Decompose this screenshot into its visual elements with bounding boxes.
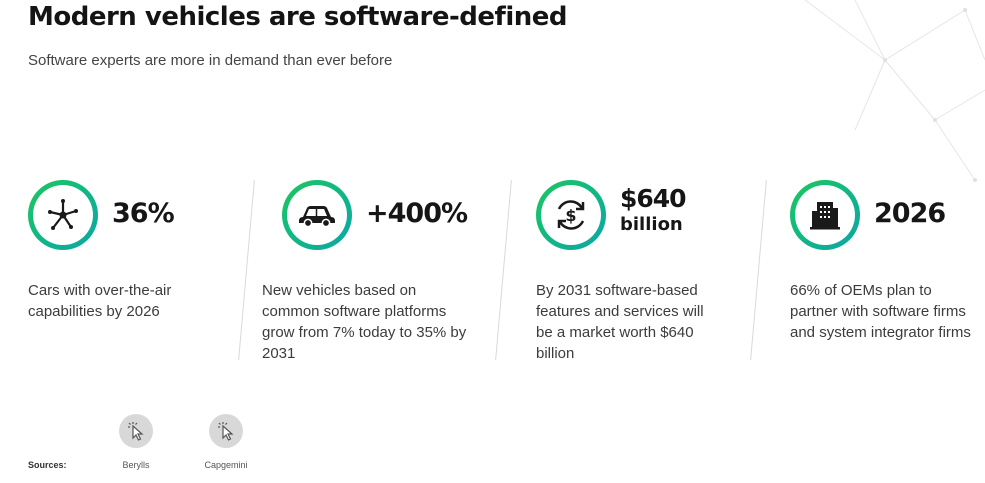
stat-icon-ring: $ — [536, 180, 606, 250]
dollar-refresh-icon: $ — [557, 200, 585, 230]
svg-text:$: $ — [565, 206, 576, 225]
page-title: Modern vehicles are software-defined — [28, 2, 568, 32]
source-capgemini[interactable]: Capgemini — [196, 414, 256, 470]
column-divider — [238, 180, 255, 360]
cursor-click-icon — [128, 422, 144, 441]
building-icon — [810, 202, 840, 230]
source-link-button[interactable] — [119, 414, 153, 448]
network-icon — [48, 199, 78, 230]
stat-description: Cars with over-the-air capabilities by 2… — [28, 282, 172, 320]
stats-row: 36% Cars with over-the-air capabilities … — [0, 180, 985, 410]
stat-value: $640 billion — [620, 184, 687, 238]
stat-description: New vehicles based on common software pl… — [262, 282, 467, 362]
stat-value: +400% — [366, 198, 468, 229]
stat-value: 36% — [112, 198, 175, 229]
cursor-click-icon — [218, 422, 234, 441]
page-subtitle: Software experts are more in demand than… — [28, 52, 393, 69]
column-divider — [495, 180, 512, 360]
source-label: Berylls — [122, 460, 150, 470]
background-network-pattern — [804, 0, 985, 182]
source-label: Capgemini — [204, 460, 248, 470]
stat-value-unit: billion — [620, 214, 683, 235]
stat-icon-ring — [790, 180, 860, 250]
car-icon — [299, 206, 335, 228]
stat-icon-ring — [282, 180, 352, 250]
sources-label: Sources: — [28, 460, 67, 470]
source-berylls[interactable]: Berylls — [106, 414, 166, 470]
column-divider — [750, 180, 767, 360]
stat-description: By 2031 software-based features and serv… — [536, 282, 704, 362]
source-link-button[interactable] — [209, 414, 243, 448]
stat-description: 66% of OEMs plan to partner with softwar… — [790, 282, 971, 341]
stat-value-amount: $640 — [620, 184, 687, 213]
stat-value: 2026 — [874, 198, 946, 229]
stat-icon-ring — [28, 180, 98, 250]
